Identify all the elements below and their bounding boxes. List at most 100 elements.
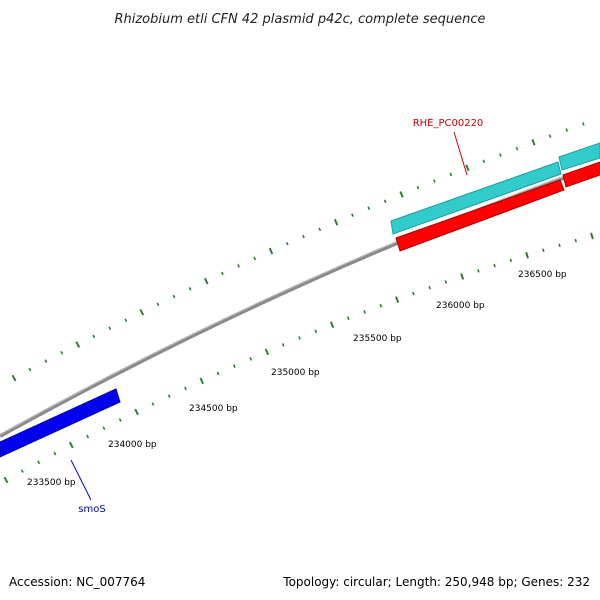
scale-label: 233500 bp	[27, 478, 76, 488]
sequence-summary: Topology: circular; Length: 250,948 bp; …	[282, 575, 590, 589]
major-tick	[3, 476, 9, 484]
red-feature-2[interactable]	[562, 161, 600, 188]
minor-tick	[367, 206, 371, 210]
major-tick	[333, 218, 339, 226]
gene-label-text[interactable]: smoS	[78, 504, 105, 515]
gene-label-smos: smoS	[70, 459, 106, 515]
scale-labels: 233500 bp 234000 bp 234500 bp 235000 bp …	[27, 270, 567, 488]
minor-tick	[156, 302, 160, 307]
minor-tick	[118, 418, 122, 422]
major-tick	[590, 232, 594, 240]
scale-label: 235500 bp	[353, 334, 402, 344]
scale-label: 236500 bp	[518, 270, 567, 280]
minor-tick	[558, 243, 561, 248]
minor-tick	[167, 394, 171, 398]
major-tick	[134, 408, 139, 416]
minor-tick	[482, 159, 486, 164]
major-tick	[525, 251, 529, 259]
minor-tick	[383, 199, 387, 204]
cyan-feature-1[interactable]	[390, 161, 562, 235]
minor-tick	[542, 248, 545, 253]
gene-label-rhe-pc00220: RHE_PC00220	[413, 118, 484, 176]
minor-tick	[37, 460, 41, 465]
map-title: Rhizobium etli CFN 42 plasmid p42c, comp…	[114, 12, 485, 27]
major-tick	[268, 247, 274, 255]
minor-tick	[363, 310, 366, 314]
minor-tick	[253, 256, 257, 261]
scale-label: 234000 bp	[108, 440, 157, 450]
major-tick	[465, 164, 470, 172]
minor-tick	[184, 386, 187, 391]
minor-tick	[216, 371, 220, 376]
minor-tick	[515, 146, 519, 151]
minor-tick	[86, 434, 90, 439]
minor-tick	[351, 213, 354, 217]
blue-feature-smoS[interactable]	[0, 388, 121, 458]
minor-tick	[416, 185, 420, 190]
minor-tick	[574, 238, 577, 243]
scale-label: 234500 bp	[189, 404, 238, 414]
minor-tick	[444, 280, 448, 284]
red-feature-1[interactable]	[395, 179, 565, 252]
minor-tick	[188, 287, 192, 291]
minor-tick	[298, 336, 301, 340]
minor-tick	[493, 263, 496, 268]
minor-tick	[428, 285, 431, 290]
minor-tick	[102, 426, 106, 430]
minor-tick	[582, 122, 585, 126]
minor-tick	[44, 359, 48, 363]
minor-tick	[412, 291, 415, 296]
minor-tick	[449, 172, 453, 177]
major-tick	[395, 296, 400, 303]
minor-tick	[477, 269, 480, 273]
major-tick	[460, 273, 465, 280]
minor-tick	[60, 351, 64, 355]
minor-tick	[433, 179, 436, 183]
gene-label-leader	[70, 459, 92, 501]
major-tick	[139, 308, 145, 316]
minor-tick	[172, 294, 176, 299]
minor-tick	[151, 402, 155, 406]
minor-tick	[237, 264, 240, 268]
minor-tick	[28, 367, 32, 372]
minor-tick	[92, 334, 96, 339]
major-tick	[329, 321, 335, 329]
major-tick	[203, 277, 209, 285]
cyan-feature-2[interactable]	[558, 142, 600, 171]
major-tick	[68, 441, 74, 449]
minor-tick	[108, 326, 112, 331]
minor-tick	[232, 364, 236, 368]
gene-label-text[interactable]: RHE_PC00220	[413, 118, 484, 129]
minor-tick	[509, 258, 513, 263]
major-tick	[399, 191, 404, 198]
major-tick	[264, 348, 270, 356]
minor-tick	[285, 241, 289, 246]
minor-tick	[318, 227, 322, 232]
minor-tick	[302, 234, 305, 239]
gene-label-leader	[453, 131, 468, 176]
minor-tick	[124, 318, 128, 323]
scale-label: 235000 bp	[271, 368, 320, 378]
minor-tick	[20, 469, 24, 473]
feature-layer	[0, 142, 600, 458]
minor-tick	[565, 128, 569, 132]
minor-tick	[281, 343, 285, 347]
minor-tick	[53, 451, 57, 456]
minor-tick	[499, 153, 502, 157]
major-tick	[11, 374, 17, 382]
minor-tick	[220, 271, 224, 276]
minor-tick	[314, 329, 318, 334]
major-tick	[531, 139, 536, 146]
major-tick	[75, 341, 81, 348]
minor-tick	[379, 303, 383, 308]
accession-label: Accession: NC_007764	[9, 575, 145, 589]
minor-tick	[249, 357, 253, 361]
minor-tick	[548, 134, 552, 138]
scale-label: 236000 bp	[436, 301, 485, 311]
backbone-highlight	[0, 163, 600, 435]
major-tick	[199, 377, 205, 385]
upper-tick-track	[11, 122, 585, 382]
minor-tick	[346, 316, 350, 320]
lower-tick-track	[3, 232, 594, 484]
